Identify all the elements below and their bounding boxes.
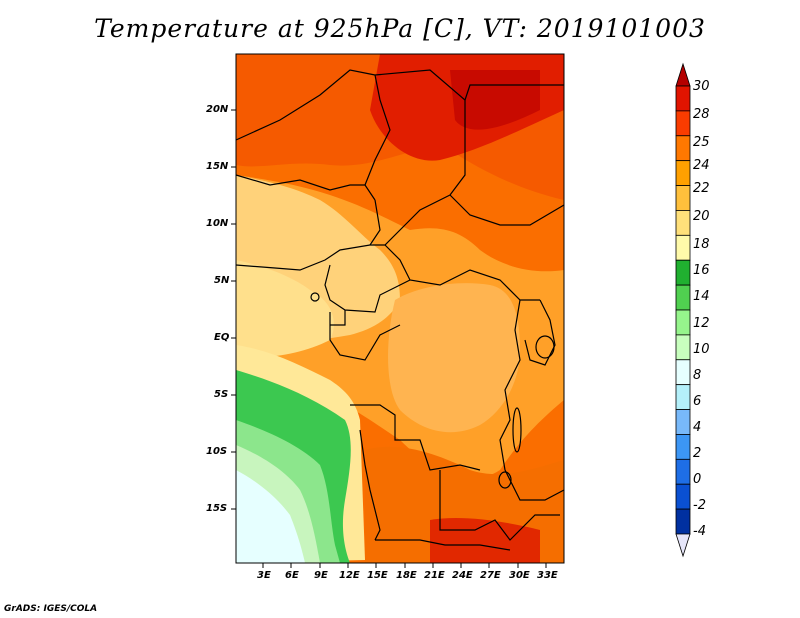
lat-label: 10S <box>206 446 228 457</box>
colorbar-swatch <box>675 409 691 435</box>
lon-label: 9E <box>314 570 328 581</box>
lat-label: 5N <box>214 275 230 286</box>
colorbar-label: 0 <box>693 472 702 487</box>
temperature-field <box>236 54 564 563</box>
colorbar-label: -4 <box>693 524 706 539</box>
colorbar-swatch <box>675 135 691 162</box>
lon-label: 33E <box>537 570 558 581</box>
colorbar-label: 20 <box>693 209 710 224</box>
colorbar-label: -2 <box>693 498 706 513</box>
lon-label: 24E <box>452 570 473 581</box>
country-borders <box>235 69 565 551</box>
colorbar-label: 25 <box>693 135 710 150</box>
axis-ticks <box>231 109 547 568</box>
colorbar-label: 30 <box>693 79 710 94</box>
colorbar-label: 10 <box>693 342 710 357</box>
colorbar-label: 4 <box>693 420 702 435</box>
colorbar <box>675 62 691 558</box>
lon-label: 3E <box>257 570 271 581</box>
colorbar-swatch <box>675 210 691 236</box>
lon-label: 6E <box>285 570 299 581</box>
colorbar-swatch <box>675 483 691 510</box>
colorbar-label: 16 <box>693 263 710 278</box>
colorbar-swatch <box>675 234 691 261</box>
lat-label: 15N <box>206 161 229 172</box>
lat-label: 5S <box>214 389 229 400</box>
map-title: Temperature at 925hPa [C], VT: 201910100… <box>94 14 706 43</box>
colorbar-swatch <box>675 508 691 535</box>
colorbar-swatch <box>675 284 691 311</box>
colorbar-label: 18 <box>693 237 710 252</box>
map-frame <box>235 53 565 564</box>
lat-label: EQ <box>214 332 230 343</box>
colorbar-swatch <box>675 384 691 410</box>
colorbar-label: 8 <box>693 368 702 383</box>
lon-label: 12E <box>339 570 360 581</box>
zone-south-hot <box>430 518 540 563</box>
colorbar-label: 12 <box>693 316 710 331</box>
colorbar-label: 22 <box>693 181 710 196</box>
lon-label: 15E <box>367 570 388 581</box>
colorbar-swatch <box>675 185 691 211</box>
zone-atlantic-10 <box>236 470 305 563</box>
colorbar-label: 14 <box>693 289 710 304</box>
zone-congo <box>388 283 520 433</box>
colorbar-swatch <box>675 309 691 336</box>
colorbar-swatch <box>675 359 691 386</box>
lon-label: 27E <box>480 570 501 581</box>
lat-label: 15S <box>206 503 228 514</box>
colorbar-swatch <box>675 458 691 485</box>
colorbar-label: 28 <box>693 107 710 122</box>
colorbar-swatch <box>675 259 691 286</box>
colorbar-swatch <box>675 334 691 361</box>
grads-credit: GrADS: IGES/COLA <box>4 604 98 614</box>
colorbar-swatch <box>675 434 691 460</box>
colorbar-label: 6 <box>693 394 702 409</box>
colorbar-swatch <box>675 110 691 137</box>
colorbar-swatch <box>675 85 691 112</box>
lon-label: 21E <box>424 570 445 581</box>
lon-label: 18E <box>396 570 417 581</box>
lon-label: 30E <box>509 570 530 581</box>
lat-label: 20N <box>206 104 229 115</box>
colorbar-swatch <box>675 160 691 186</box>
colorbar-bottom-arrow <box>675 533 691 558</box>
lat-label: 10N <box>206 218 229 229</box>
colorbar-label: 2 <box>693 446 702 461</box>
colorbar-label: 24 <box>693 158 710 173</box>
colorbar-top-arrow <box>675 62 691 87</box>
zone-coast <box>236 260 334 357</box>
lakes <box>310 292 555 489</box>
